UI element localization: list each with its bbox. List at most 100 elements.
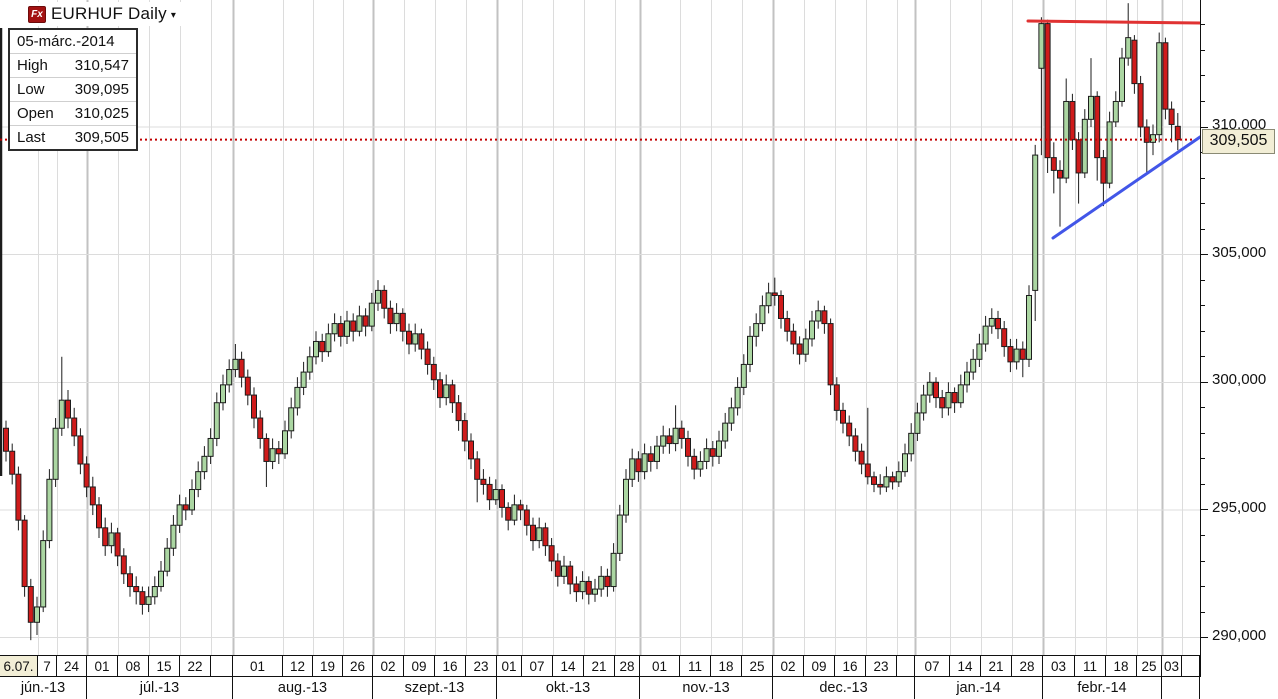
timeframe-label: Daily	[128, 4, 167, 23]
x-axis-day-cell: 14	[950, 656, 981, 676]
x-axis-day-cell: 28	[1012, 656, 1043, 676]
price-chart-plot-area[interactable]	[0, 0, 1200, 655]
price-axis-tick	[1201, 75, 1205, 77]
x-axis-day-cell: 11	[1075, 656, 1106, 676]
price-axis-tick	[1201, 126, 1208, 128]
price-axis-tick	[1201, 49, 1205, 51]
time-axis-month-row: jún.-13 júl.-13 aug.-13 szept.-13 okt.-13 nov…	[0, 677, 1200, 699]
x-axis-day-cell: 16	[435, 656, 466, 676]
price-axis-label: 290,000	[1212, 626, 1267, 644]
price-axis-tick	[1201, 381, 1208, 383]
info-date: 05-márc.-2014	[17, 33, 115, 50]
x-axis-day-cell: 01	[640, 656, 680, 676]
x-axis-day-cell	[897, 656, 915, 676]
price-axis-tick	[1201, 637, 1208, 639]
info-row-last: Last 309,505	[10, 125, 136, 149]
price-axis-tick	[1201, 203, 1205, 205]
x-axis-day-cell: 18	[711, 656, 742, 676]
price-axis-tick	[1201, 177, 1205, 179]
price-axis-tick	[1201, 330, 1205, 332]
ohlc-info-box: 05-márc.-2014 High 310,547 Low 309,095 O…	[8, 28, 138, 151]
x-axis-day-cell: 16	[835, 656, 866, 676]
x-axis-day-cell: 14	[553, 656, 584, 676]
price-axis-tick	[1201, 407, 1205, 409]
price-axis-tick	[1201, 24, 1205, 26]
price-axis-tick	[1201, 100, 1205, 102]
price-axis-tick	[1201, 356, 1205, 358]
candlestick-chart[interactable]	[0, 0, 1200, 655]
x-axis-month-cell: szept.-13	[373, 677, 497, 699]
x-axis-day-cell: 21	[584, 656, 615, 676]
x-axis-month-cell: febr.-14	[1043, 677, 1162, 699]
x-axis-day-cell: 01	[497, 656, 522, 676]
x-axis-day-cell: 21	[981, 656, 1012, 676]
x-axis-day-cell	[211, 656, 233, 676]
x-axis-day-cell: 23	[866, 656, 897, 676]
info-value: 310,547	[74, 57, 129, 74]
x-axis-day-cell: 25	[742, 656, 773, 676]
x-axis-day-cell: 7	[38, 656, 57, 676]
price-axis-tick	[1201, 228, 1205, 230]
price-axis-tick	[1201, 534, 1205, 536]
info-label: Low	[17, 81, 45, 98]
x-axis-day-cell: 15	[149, 656, 180, 676]
x-axis-day-cell: 03	[1162, 656, 1182, 676]
info-row-low: Low 309,095	[10, 77, 136, 101]
price-axis-tick	[1201, 432, 1205, 434]
x-axis-day-cell: 01	[87, 656, 118, 676]
x-axis-day-cell: 09	[404, 656, 435, 676]
x-axis-month-cell: okt.-13	[497, 677, 640, 699]
symbol-selector[interactable]: Fx EURHUF Daily ▾	[24, 2, 186, 26]
price-axis-label: 300,000	[1212, 371, 1267, 389]
x-axis-day-cell: 26	[343, 656, 373, 676]
price-axis-tick	[1201, 483, 1205, 485]
price-axis-tick	[1201, 305, 1205, 307]
last-price-tag: 309,505	[1202, 128, 1275, 154]
x-axis-day-cell: 09	[804, 656, 835, 676]
info-value: 309,505	[74, 129, 129, 146]
x-axis-month-cell: nov.-13	[640, 677, 773, 699]
price-axis-tick	[1201, 586, 1205, 588]
info-row-high: High 310,547	[10, 53, 136, 77]
x-axis-day-cell: 28	[615, 656, 640, 676]
info-value: 310,025	[74, 105, 129, 122]
info-date-row: 05-márc.-2014	[10, 30, 136, 53]
x-axis-day-cell: 08	[118, 656, 149, 676]
info-label: Open	[17, 105, 54, 122]
price-axis-label: 305,000	[1212, 243, 1267, 261]
price-axis-tick	[1201, 458, 1205, 460]
price-axis-tick	[1201, 509, 1208, 511]
x-axis-day-cell: 11	[680, 656, 711, 676]
x-axis-month-cell: júl.-13	[87, 677, 233, 699]
x-axis-day-cell: 02	[773, 656, 804, 676]
x-axis-day-cell: 07	[915, 656, 950, 676]
x-axis-day-cell	[1182, 656, 1200, 676]
x-axis-month-cell: dec.-13	[773, 677, 915, 699]
x-axis-month-cell: jún.-13	[0, 677, 87, 699]
x-axis-day-cell: 23	[466, 656, 497, 676]
info-row-open: Open 310,025	[10, 101, 136, 125]
x-axis-month-cell	[1162, 677, 1200, 699]
chevron-down-icon: ▾	[170, 10, 176, 21]
x-axis-month-cell: aug.-13	[233, 677, 373, 699]
x-axis-day-cell: 6.07.	[0, 656, 38, 676]
x-axis-day-cell: 12	[283, 656, 313, 676]
x-axis-day-cell: 24	[57, 656, 87, 676]
price-axis-tick	[1201, 254, 1208, 256]
info-label: High	[17, 57, 48, 74]
time-axis[interactable]: 6.07. 7 24 01 08 15 22 01 12 19 26 02 09 16 23 01 07 14 21…	[0, 655, 1200, 699]
x-axis-day-cell: 03	[1043, 656, 1075, 676]
x-axis-day-cell: 22	[180, 656, 211, 676]
fx-logo-icon: Fx	[28, 5, 46, 23]
price-axis-label: 295,000	[1212, 498, 1267, 516]
time-axis-day-row: 6.07. 7 24 01 08 15 22 01 12 19 26 02 09 16 23 01 07 14 21…	[0, 655, 1200, 677]
x-axis-day-cell: 18	[1106, 656, 1137, 676]
x-axis-day-cell: 25	[1137, 656, 1162, 676]
instrument-name: EURHUF	[51, 4, 124, 23]
price-axis[interactable]: 310,000 305,000 300,000 295,000 290,000	[1200, 0, 1278, 677]
x-axis-day-cell: 01	[233, 656, 283, 676]
x-axis-month-cell: jan.-14	[915, 677, 1043, 699]
info-value: 309,095	[74, 81, 129, 98]
x-axis-day-cell: 02	[373, 656, 404, 676]
